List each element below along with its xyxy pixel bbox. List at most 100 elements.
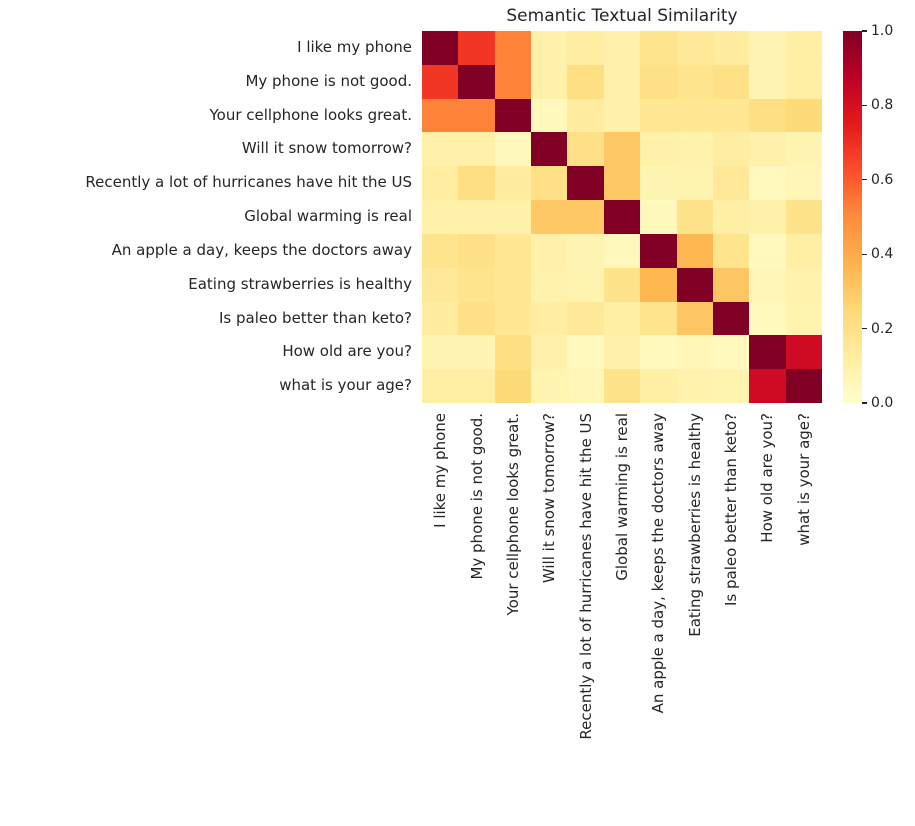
x-tick-label: An apple a day, keeps the doctors away	[649, 413, 668, 714]
heatmap-cell	[494, 31, 532, 65]
x-tick-label: Is paleo better than keto?	[722, 413, 741, 606]
heatmap-cell	[785, 166, 822, 201]
x-tick-label: Recently a lot of hurricanes have hit th…	[576, 413, 595, 740]
y-axis-tick-labels: I like my phone My phone is not good. Your…	[0, 31, 412, 403]
y-tick-label: How old are you?	[282, 342, 412, 361]
heatmap-cell	[567, 200, 604, 234]
heatmap-cell	[712, 267, 750, 302]
heatmap-cell	[567, 267, 604, 302]
x-tick-label-slot: An apple a day, keeps the doctors away	[640, 413, 676, 818]
heatmap-cell	[676, 335, 713, 370]
heatmap-cell	[494, 335, 532, 370]
heatmap-cell	[531, 166, 568, 201]
heatmap-cell	[749, 132, 786, 167]
heatmap-cell	[676, 200, 713, 234]
heatmap-cell	[640, 267, 677, 302]
heatmap-cell	[749, 98, 786, 133]
heatmap-cell	[494, 301, 532, 336]
heatmap-cell	[603, 31, 641, 65]
colorbar-tick-label: 0.6	[871, 171, 894, 188]
heatmap-cell	[603, 369, 641, 403]
colorbar-tick	[862, 179, 867, 181]
heatmap-cell	[567, 64, 604, 99]
heatmap-cell	[567, 233, 604, 268]
heatmap-cell	[749, 64, 786, 99]
heatmap-cell	[712, 98, 750, 133]
colorbar-tick	[862, 253, 867, 255]
x-tick-label-slot: Recently a lot of hurricanes have hit th…	[567, 413, 603, 818]
heatmap-cell	[531, 132, 568, 167]
x-tick-label: I like my phone	[431, 413, 450, 528]
heatmap-cell	[676, 31, 713, 65]
heatmap-cell	[749, 267, 786, 302]
heatmap-cell	[640, 64, 677, 99]
x-tick-label-slot: Eating strawberries is healthy	[677, 413, 713, 818]
colorbar-tick	[862, 402, 867, 404]
heatmap-cell	[676, 166, 713, 201]
x-tick-label-slot: I like my phone	[422, 413, 458, 818]
heatmap-cell	[785, 31, 822, 65]
y-tick-label: My phone is not good.	[245, 71, 412, 90]
colorbar-tick	[862, 104, 867, 107]
heatmap-cell	[567, 335, 604, 370]
heatmap-cell	[603, 301, 641, 336]
y-tick-label: Your cellphone looks great.	[209, 105, 412, 124]
colorbar-tick-label: 0.2	[871, 320, 894, 337]
chart-title: Semantic Textual Similarity	[506, 6, 738, 26]
heatmap-cell	[603, 200, 641, 234]
x-tick-label-slot: How old are you?	[749, 413, 785, 818]
heatmap-cell	[603, 166, 641, 201]
heatmap-cell	[640, 233, 677, 268]
heatmap-cell	[531, 267, 568, 302]
heatmap-cell	[676, 369, 713, 403]
y-tick-label: what is your age?	[279, 376, 412, 395]
heatmap-cell	[531, 369, 568, 403]
heatmap-cell	[567, 31, 604, 65]
heatmap-cell	[712, 31, 750, 65]
heatmap-cell	[640, 132, 677, 167]
colorbar	[843, 31, 862, 403]
heatmap-cell	[640, 301, 677, 336]
heatmap-cell	[567, 166, 604, 201]
heatmap-cell	[749, 31, 786, 65]
heatmap-cell	[749, 335, 786, 370]
heatmap-cell	[712, 233, 750, 268]
x-tick-label-slot: Global warming is real	[604, 413, 640, 818]
heatmap-cell	[785, 267, 822, 302]
heatmap-cell	[749, 301, 786, 336]
heatmap-cell	[785, 98, 822, 133]
heatmap-cell	[785, 233, 822, 268]
heatmap-cell	[494, 200, 532, 234]
heatmap-cell	[567, 369, 604, 403]
heatmap-cell	[494, 64, 532, 99]
x-tick-label-slot: Your cellphone looks great.	[495, 413, 531, 818]
x-axis-tick-labels: I like my phone My phone is not good. Your…	[422, 413, 822, 818]
colorbar-tick-label: 0.8	[871, 97, 894, 114]
x-tick-label: Global warming is real	[612, 413, 631, 581]
heatmap-cell	[458, 98, 495, 133]
heatmap-cell	[712, 200, 750, 234]
heatmap-cell	[422, 369, 459, 403]
heatmap-cell	[567, 132, 604, 167]
heatmap-cell	[603, 267, 641, 302]
y-tick-label: I like my phone	[297, 38, 412, 56]
heatmap-cell	[785, 301, 822, 336]
heatmap-cell	[422, 335, 459, 370]
heatmap-cell	[422, 200, 459, 234]
colorbar-tick-label: 1.0	[871, 23, 894, 39]
heatmap-cell	[422, 267, 459, 302]
y-tick-label: Global warming is real	[244, 207, 412, 226]
heatmap-cell	[603, 335, 641, 370]
x-tick-label: what is your age?	[794, 413, 813, 546]
heatmap-cell	[494, 369, 532, 403]
heatmap-cell	[785, 64, 822, 99]
colorbar-tick	[862, 327, 867, 330]
x-tick-label-slot: what is your age?	[786, 413, 822, 818]
heatmap-cell	[531, 31, 568, 65]
x-tick-label: How old are you?	[758, 413, 777, 543]
heatmap-cell	[494, 233, 532, 268]
x-tick-label-slot: Will it snow tomorrow?	[531, 413, 567, 818]
heatmap-cell	[676, 267, 713, 302]
heatmap-cell	[640, 200, 677, 234]
heatmap-cell	[640, 166, 677, 201]
